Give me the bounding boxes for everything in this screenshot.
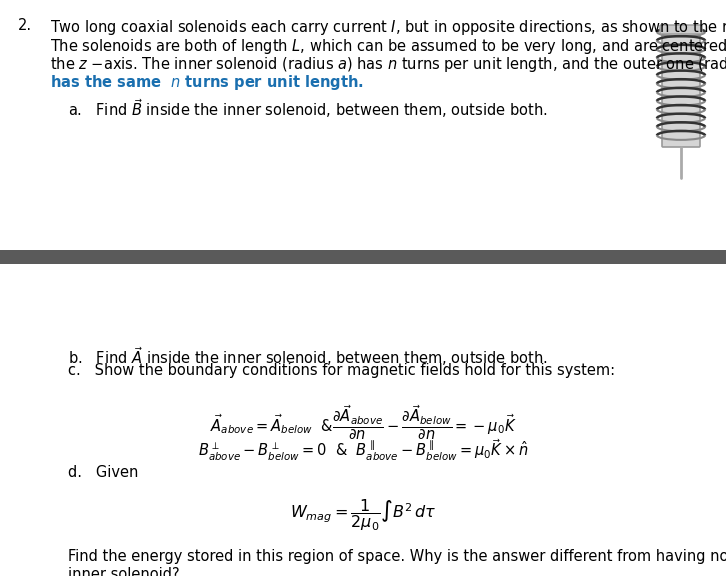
Text: $\vec{A}_{above} = \vec{A}_{below}$  &$\dfrac{\partial \vec{A}_{above}}{\partial: $\vec{A}_{above} = \vec{A}_{below}$ &$\d… [210,404,516,442]
Text: inner solenoid?: inner solenoid? [68,567,179,576]
Text: a.   Find $\vec{B}$ inside the inner solenoid, between them, outside both.: a. Find $\vec{B}$ inside the inner solen… [68,97,547,120]
Text: c.   Show the boundary conditions for magnetic fields hold for this system:: c. Show the boundary conditions for magn… [68,363,615,378]
Text: 2.: 2. [18,18,32,33]
Text: Two long coaxial solenoids each carry current $I$, but in opposite directions, a: Two long coaxial solenoids each carry cu… [50,18,726,37]
Text: $B^{\perp}_{above} - B^{\perp}_{below} = 0$  &  $B^{\parallel}_{above} - B^{\par: $B^{\perp}_{above} - B^{\perp}_{below} =… [197,438,529,463]
Text: the $z$ −axis. The inner solenoid (radius $a$) has $n$ turns per unit length, an: the $z$ −axis. The inner solenoid (radiu… [50,55,726,74]
FancyBboxPatch shape [662,27,700,147]
Text: Find the energy stored in this region of space. Why is the answer different from: Find the energy stored in this region of… [68,548,726,563]
Text: The solenoids are both of length $L$, which can be assumed to be very long, and : The solenoids are both of length $L$, wh… [50,36,726,55]
FancyBboxPatch shape [660,25,702,34]
Text: has the same  $n$ turns per unit length.: has the same $n$ turns per unit length. [50,74,364,93]
Text: b.   Find $\vec{A}$ inside the inner solenoid, between them, outside both.: b. Find $\vec{A}$ inside the inner solen… [68,345,548,368]
Text: d.   Given: d. Given [68,465,139,480]
Text: $W_{mag} = \dfrac{1}{2\mu_0}\int B^2\,d\tau$: $W_{mag} = \dfrac{1}{2\mu_0}\int B^2\,d\… [290,497,436,533]
Bar [0,250,726,264]
